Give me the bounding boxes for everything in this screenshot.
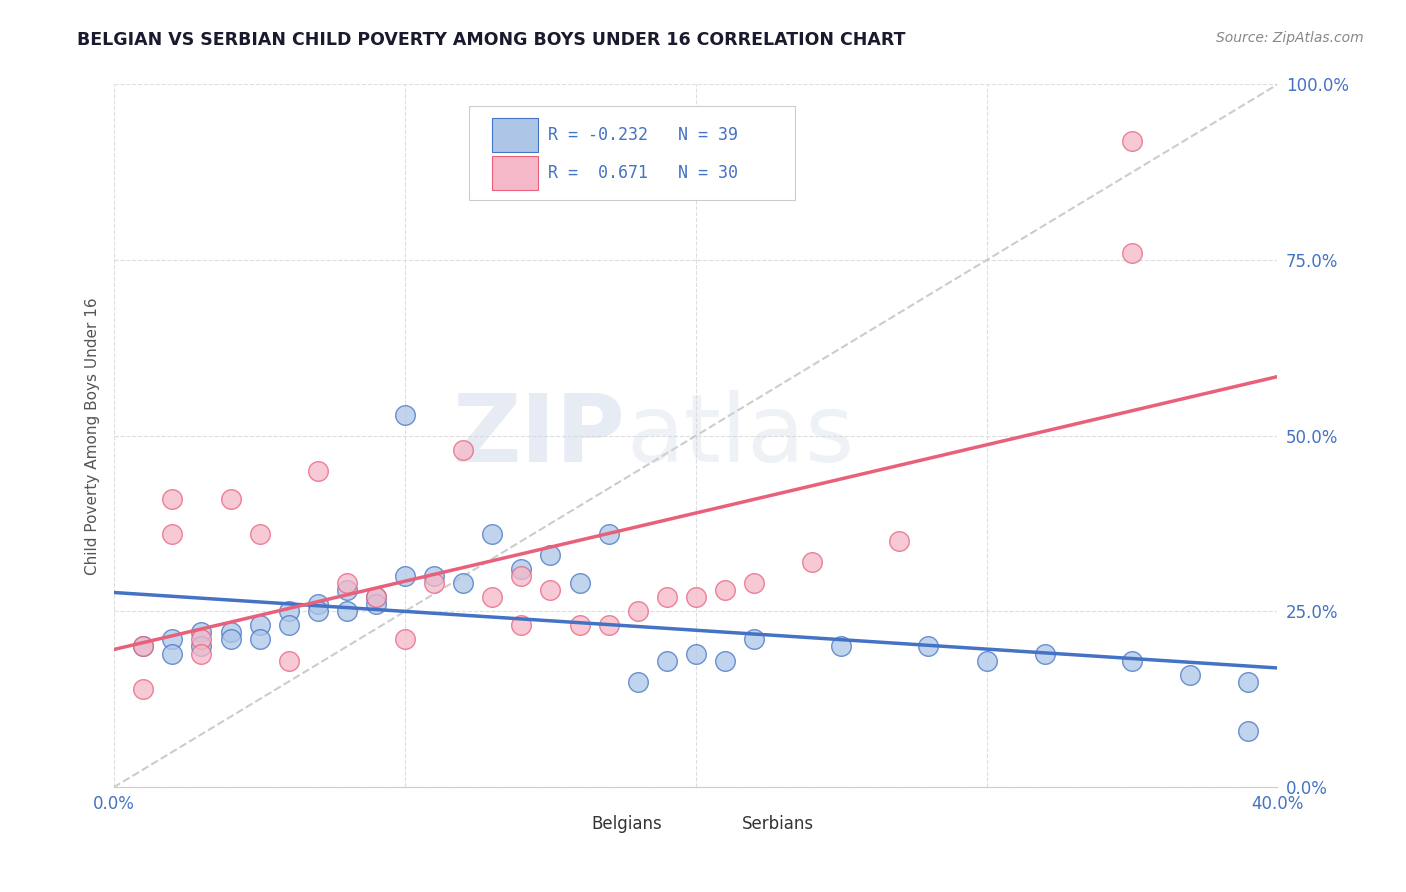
Point (451, 442, 474, 457)
Point (889, 534, 911, 549)
Point (655, 591, 678, 605)
Point (1121, 134, 1143, 148)
Text: Source: ZipAtlas.com: Source: ZipAtlas.com (1216, 31, 1364, 45)
Point (598, 527, 620, 541)
Point (364, 591, 387, 605)
FancyBboxPatch shape (492, 119, 537, 152)
FancyBboxPatch shape (699, 813, 737, 836)
Text: R = -0.232   N = 39: R = -0.232 N = 39 (548, 126, 738, 145)
Point (132, 681, 155, 696)
Point (481, 591, 503, 605)
Point (1121, 654, 1143, 668)
Point (394, 569, 416, 583)
Point (249, 632, 271, 647)
Point (249, 618, 271, 632)
Y-axis label: Child Poverty Among Boys Under 16: Child Poverty Among Boys Under 16 (86, 297, 100, 574)
Point (162, 527, 184, 541)
Text: Serbians: Serbians (742, 815, 814, 833)
Point (1180, 667, 1202, 681)
Point (714, 583, 737, 598)
Point (249, 527, 271, 541)
Point (364, 598, 387, 612)
FancyBboxPatch shape (492, 156, 537, 190)
Point (510, 569, 533, 583)
Text: BELGIAN VS SERBIAN CHILD POVERTY AMONG BOYS UNDER 16 CORRELATION CHART: BELGIAN VS SERBIAN CHILD POVERTY AMONG B… (77, 31, 905, 49)
Point (277, 618, 299, 632)
Point (132, 640, 155, 654)
Point (162, 491, 184, 506)
Point (162, 647, 184, 661)
Point (627, 604, 650, 618)
Point (190, 647, 212, 661)
Point (162, 632, 184, 647)
Point (1237, 723, 1260, 738)
Text: Belgians: Belgians (591, 815, 662, 833)
Text: R =  0.671   N = 30: R = 0.671 N = 30 (548, 164, 738, 182)
Point (132, 640, 155, 654)
Point (190, 640, 212, 654)
Point (336, 604, 359, 618)
Point (307, 604, 329, 618)
Point (219, 491, 242, 506)
Point (714, 654, 737, 668)
Point (598, 618, 620, 632)
Point (976, 654, 998, 668)
Point (538, 583, 561, 598)
FancyBboxPatch shape (470, 105, 794, 201)
Point (1033, 647, 1056, 661)
Point (307, 598, 329, 612)
Point (364, 591, 387, 605)
Point (190, 632, 212, 647)
Point (336, 583, 359, 598)
Text: ZIP: ZIP (453, 390, 626, 482)
Point (219, 625, 242, 640)
Point (742, 576, 765, 591)
Point (538, 548, 561, 562)
Point (685, 591, 707, 605)
Point (481, 527, 503, 541)
Point (219, 632, 242, 647)
Text: atlas: atlas (626, 390, 855, 482)
Point (423, 569, 446, 583)
Point (917, 640, 939, 654)
Point (423, 576, 446, 591)
Point (801, 555, 824, 569)
Point (336, 576, 359, 591)
Point (307, 464, 329, 478)
Point (1237, 674, 1260, 689)
Point (655, 654, 678, 668)
Point (277, 604, 299, 618)
Point (830, 640, 852, 654)
Point (568, 618, 591, 632)
Point (568, 576, 591, 591)
Point (277, 654, 299, 668)
Point (627, 674, 650, 689)
Point (451, 576, 474, 591)
Point (685, 647, 707, 661)
Point (510, 618, 533, 632)
Point (510, 562, 533, 576)
Point (394, 408, 416, 422)
FancyBboxPatch shape (548, 813, 585, 836)
Point (1121, 246, 1143, 260)
Point (190, 625, 212, 640)
Point (394, 632, 416, 647)
Point (742, 632, 765, 647)
